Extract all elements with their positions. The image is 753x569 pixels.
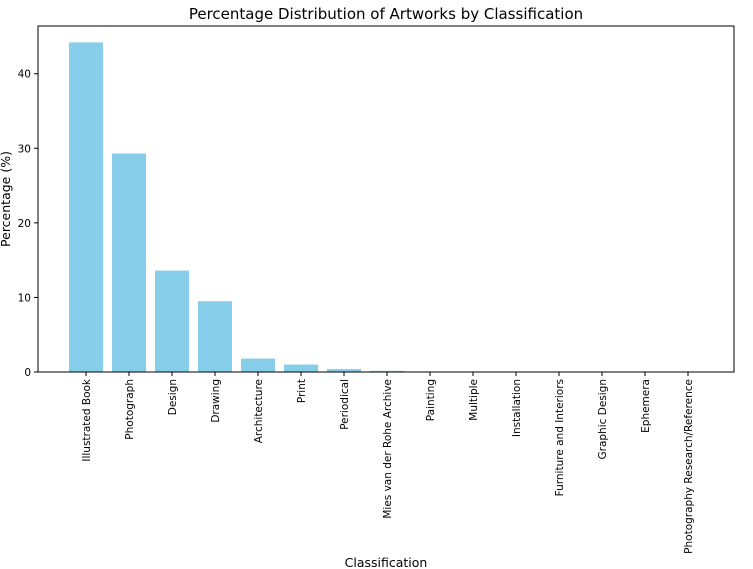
bars-group bbox=[69, 42, 705, 372]
y-tick-label: 20 bbox=[18, 218, 31, 230]
x-tick-label: Print bbox=[296, 379, 308, 403]
bar-architecture bbox=[241, 358, 275, 372]
x-tick-label: Photograph bbox=[124, 379, 136, 440]
x-tick-label: Graphic Design bbox=[597, 379, 609, 460]
bar-drawing bbox=[198, 301, 232, 372]
y-axis-label: Percentage (%) bbox=[0, 151, 13, 247]
bar-print bbox=[284, 364, 318, 372]
x-tick-label: Painting bbox=[425, 379, 437, 421]
plot-frame bbox=[37, 25, 735, 373]
bar-mies-van-der-rohe-archive bbox=[370, 370, 404, 372]
x-tick-label: Furniture and Interiors bbox=[554, 379, 566, 496]
x-tick-label: Ephemera bbox=[640, 379, 652, 433]
y-axis-ticks: 0 10 20 30 40 bbox=[18, 69, 38, 379]
x-axis-ticks: Illustrated Book Photograph Design Drawing A… bbox=[81, 372, 695, 554]
y-tick-label: 30 bbox=[18, 143, 31, 155]
x-tick-label: Installation bbox=[511, 379, 523, 437]
y-tick-label: 10 bbox=[18, 292, 31, 304]
x-tick-label: Design bbox=[167, 379, 179, 415]
x-tick-label: Mies van der Rohe Archive bbox=[382, 379, 394, 519]
x-tick-label: Periodical bbox=[339, 379, 351, 430]
bar-periodical bbox=[327, 369, 361, 372]
bar-photograph bbox=[112, 153, 146, 372]
y-tick-label: 40 bbox=[18, 69, 31, 81]
chart-title: Percentage Distribution of Artworks by C… bbox=[189, 5, 583, 23]
y-tick-label: 0 bbox=[24, 367, 31, 379]
bar-design bbox=[155, 270, 189, 372]
x-tick-label: Architecture bbox=[253, 379, 265, 443]
x-tick-label: Photography Research/Reference bbox=[683, 379, 695, 554]
x-axis-label: Classification bbox=[345, 555, 428, 569]
x-tick-label: Multiple bbox=[468, 379, 480, 421]
x-tick-label: Illustrated Book bbox=[81, 378, 93, 462]
bar-illustrated-book bbox=[69, 42, 103, 372]
x-tick-label: Drawing bbox=[210, 379, 222, 423]
